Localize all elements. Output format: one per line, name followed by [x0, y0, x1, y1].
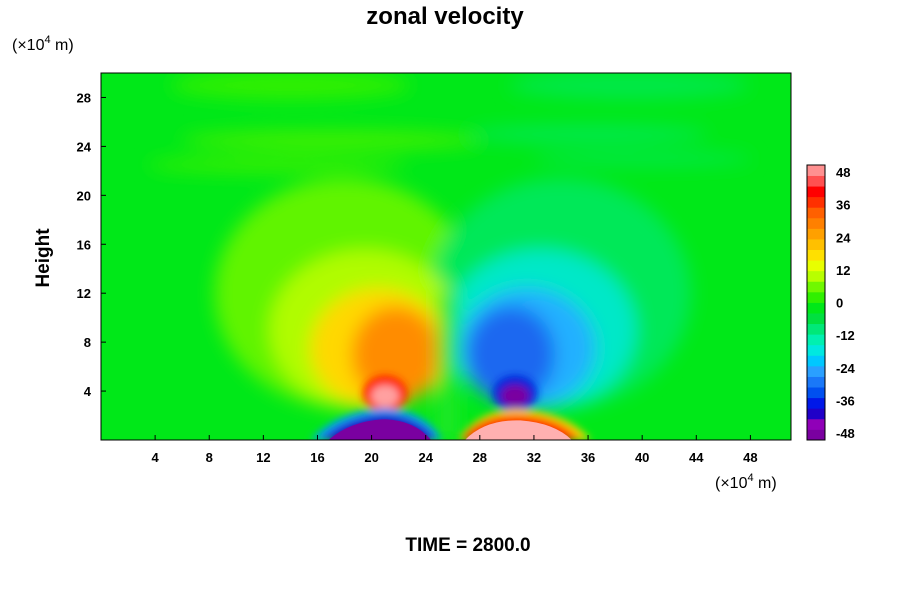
- y-tick-label: 16: [77, 237, 91, 252]
- y-tick-label: 12: [77, 286, 91, 301]
- colorbar-segment: [807, 334, 825, 346]
- y-tick-label: 8: [84, 335, 91, 350]
- colorbar-segment: [807, 196, 825, 208]
- colorbar-tick-label: -12: [836, 328, 855, 343]
- colorbar-segment: [807, 429, 825, 441]
- colorbar-segment: [807, 281, 825, 293]
- x-tick-label: 24: [418, 450, 433, 465]
- x-axis-unit: (×104 m): [715, 472, 777, 492]
- colorbar-tick-label: -36: [836, 393, 855, 408]
- upper-band: [146, 156, 407, 173]
- upper-band: [170, 73, 411, 100]
- colorbar-segment: [807, 175, 825, 187]
- colorbar-segment: [807, 239, 825, 251]
- x-tick-label: 16: [310, 450, 324, 465]
- y-axis-title: Height: [33, 228, 54, 288]
- colorbar-tick-label: 48: [836, 165, 850, 180]
- colorbar-segment: [807, 270, 825, 282]
- colorbar: [806, 164, 826, 441]
- colorbar-tick-label: 12: [836, 263, 850, 278]
- y-tick-label: 20: [77, 188, 91, 203]
- field-shapes: [146, 73, 753, 440]
- colorbar-frame: [806, 164, 826, 441]
- plot-frame: [100, 72, 792, 441]
- colorbar-segment: [807, 397, 825, 409]
- x-tick-label: 4: [152, 450, 160, 465]
- colorbar-segment: [807, 249, 825, 261]
- cool-peak: [501, 384, 529, 407]
- colorbar-segment: [807, 365, 825, 377]
- x-tick-label: 8: [206, 450, 213, 465]
- colorbar-segment: [807, 186, 825, 198]
- x-tick-label: 28: [473, 450, 487, 465]
- y-tick-label: 4: [84, 384, 92, 399]
- colorbar-segment: [807, 291, 825, 303]
- upper-band: [181, 130, 481, 151]
- y-axis-unit: (×104 m): [12, 34, 74, 54]
- colorbar-ticks: 48 36 24 12 0 -12 -24 -36 -48: [836, 165, 856, 441]
- colorbar-tick-label: -24: [836, 361, 856, 376]
- chart-title: zonal velocity: [366, 3, 524, 30]
- colorbar-segment: [807, 344, 825, 356]
- colorbar-segment: [807, 207, 825, 219]
- colorbar-segment: [807, 165, 825, 176]
- warm-peak: [371, 384, 400, 407]
- colorbar-segment: [807, 260, 825, 272]
- y-tick-label: 24: [77, 139, 92, 154]
- colorbar-tick-label: -48: [836, 426, 855, 441]
- colorbar-segment: [807, 376, 825, 388]
- colorbar-tick-label: 0: [836, 296, 843, 311]
- colorbar-segment: [807, 355, 825, 367]
- colorbar-segment: [807, 313, 825, 325]
- cool-core: [466, 306, 555, 403]
- x-tick-label: 12: [256, 450, 270, 465]
- field-soft: [146, 73, 753, 440]
- colorbar-segment: [807, 228, 825, 240]
- x-tick-label: 20: [364, 450, 378, 465]
- center-divide: [437, 293, 458, 440]
- colorbar-tick-label: 36: [836, 198, 850, 213]
- surface-warm-core: [464, 420, 572, 440]
- x-tick-label: 32: [527, 450, 541, 465]
- velocity-field: [146, 73, 753, 440]
- colorbar-segment: [807, 418, 825, 430]
- upper-band: [468, 125, 709, 144]
- plot-area: [100, 72, 792, 441]
- surface-cool-core: [328, 419, 432, 440]
- x-tick-label: 40: [635, 450, 649, 465]
- x-tick-label: 44: [689, 450, 704, 465]
- x-tick-label: 48: [743, 450, 757, 465]
- time-label: TIME = 2800.0: [405, 535, 530, 556]
- x-axis-ticks: 4 8 12 16 20 24 28 32 36 40 44 48: [152, 435, 758, 465]
- x-tick-label: 36: [581, 450, 595, 465]
- y-axis-ticks: 4 8 12 16 20 24 28: [77, 90, 106, 399]
- upper-band: [508, 73, 749, 100]
- colorbar-segment: [807, 323, 825, 335]
- colorbar-segment: [807, 302, 825, 314]
- colorbar-tick-label: 24: [836, 230, 851, 245]
- y-tick-label: 28: [77, 90, 91, 105]
- upper-band: [532, 151, 753, 166]
- colorbar-segment: [807, 217, 825, 229]
- colorbar-segment: [807, 387, 825, 399]
- colorbar-segment: [807, 408, 825, 420]
